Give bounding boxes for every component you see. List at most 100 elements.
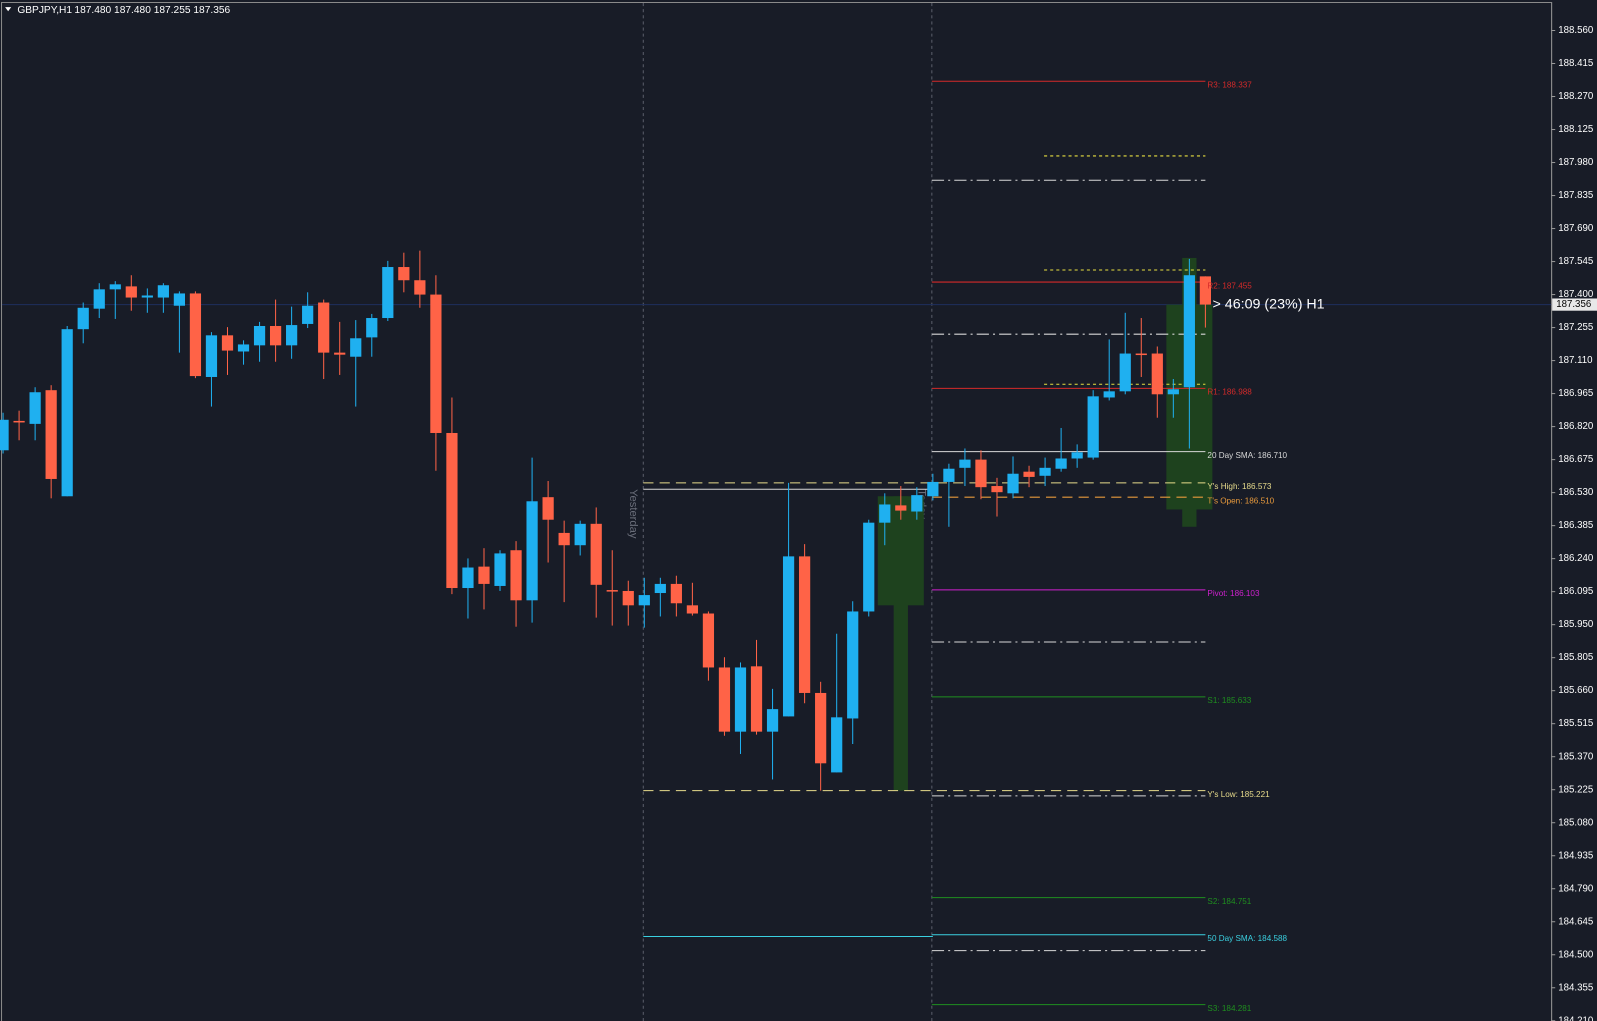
level-label: T's Open: 186.510	[1207, 496, 1274, 505]
y-tick-label: 185.515	[1558, 718, 1593, 729]
candle-body	[77, 307, 89, 330]
candle-body	[943, 468, 955, 482]
candle-body	[478, 566, 490, 584]
y-tick-label: 186.385	[1558, 520, 1593, 531]
y-tick-label: 184.935	[1558, 850, 1593, 861]
y-tick-label: 186.675	[1558, 454, 1593, 465]
level-label: 20 Day SMA: 186.710	[1207, 451, 1287, 460]
candle-body	[815, 692, 827, 764]
y-tick-label: 185.080	[1558, 817, 1593, 828]
candle-body	[766, 709, 779, 732]
candle-body	[494, 553, 506, 586]
y-tick-label: 185.225	[1558, 784, 1593, 795]
candle-body	[702, 613, 715, 668]
y-tick-label: 188.270	[1558, 91, 1593, 102]
y-tick-label: 184.500	[1558, 949, 1593, 960]
y-tick-label: 184.355	[1558, 982, 1593, 993]
last-price-box	[1552, 298, 1597, 311]
candle-body	[718, 667, 731, 732]
candle-body	[1103, 391, 1115, 398]
candle-body	[1039, 467, 1051, 476]
candle-body	[205, 335, 218, 377]
level-label: R1: 186.988	[1207, 388, 1252, 397]
y-tick-label: 187.690	[1558, 223, 1593, 234]
y-tick-label: 184.210	[1558, 1015, 1593, 1021]
candle-body	[1055, 458, 1067, 469]
candle-body	[1071, 452, 1083, 459]
candle-body	[350, 338, 362, 357]
candle-body	[414, 280, 426, 295]
candle-body	[1199, 276, 1211, 305]
candle-body	[1119, 353, 1131, 392]
candle-body	[1135, 353, 1147, 356]
level-label: Y's High: 186.573	[1207, 482, 1271, 491]
session-label: Yesterday	[627, 489, 639, 539]
candle-body	[269, 325, 282, 346]
candle-body	[29, 392, 41, 424]
candle-body	[670, 583, 682, 604]
candle-body	[847, 611, 859, 719]
candle-body	[831, 717, 843, 773]
candle-body	[366, 318, 378, 338]
candle-body	[574, 523, 586, 546]
level-label: R3: 188.337	[1207, 81, 1252, 90]
y-tick-label: 185.370	[1558, 751, 1593, 762]
candle-body	[590, 523, 602, 585]
last-price-label: 187.356	[1556, 299, 1591, 310]
candle-body	[975, 459, 987, 488]
candle-body	[606, 590, 618, 592]
menu-triangle[interactable]	[5, 7, 12, 12]
level-label: Y's Low: 185.221	[1207, 790, 1270, 799]
candle-body	[654, 583, 666, 594]
y-tick-label: 188.125	[1558, 124, 1593, 135]
y-tick-label: 186.965	[1558, 388, 1593, 399]
candle-body	[141, 295, 153, 298]
candle-body	[991, 486, 1003, 493]
candle-body	[863, 522, 875, 612]
candle-body	[542, 497, 554, 520]
mid-layer	[0, 80, 1211, 1006]
candle-body	[0, 419, 9, 451]
candle-body	[510, 550, 522, 601]
candle-body	[462, 567, 474, 589]
candle-body	[157, 285, 169, 298]
candle-body	[237, 344, 250, 352]
y-tick-label: 187.835	[1558, 190, 1593, 201]
candle-body	[13, 420, 25, 423]
candle-body	[622, 590, 634, 606]
y-tick-label: 188.415	[1558, 58, 1593, 69]
candle-body	[1183, 275, 1195, 388]
candle-body	[125, 286, 137, 298]
bar-timer: > 46:09 (23%) H1	[1213, 296, 1325, 312]
candle-body	[189, 293, 202, 377]
candle-body	[1167, 389, 1179, 395]
header-ohlc: 187.480 187.480 187.255 187.356	[74, 5, 230, 16]
y-tick-label: 187.400	[1558, 289, 1593, 300]
level-label: S3: 184.281	[1207, 1004, 1251, 1013]
candle-body	[334, 352, 346, 355]
candle-body	[398, 267, 410, 281]
candle-body	[1151, 353, 1163, 395]
candle-body	[558, 532, 570, 546]
candle-body	[686, 605, 699, 614]
level-label: Pivot: 186.103	[1207, 589, 1260, 598]
candle-body	[1007, 473, 1019, 494]
y-tick-label: 186.530	[1558, 487, 1593, 498]
y-tick-label: 185.950	[1558, 619, 1593, 630]
y-tick-label: 186.240	[1558, 553, 1593, 564]
candle-body	[911, 495, 923, 512]
candle-body	[526, 501, 538, 601]
candle-body	[45, 390, 57, 479]
candle-body	[879, 504, 891, 523]
symbol-title: GBPJPY,H1	[17, 5, 72, 16]
candle-body	[734, 667, 747, 732]
candle-body	[895, 505, 907, 511]
y-tick-label: 186.820	[1558, 421, 1593, 432]
candle-body	[318, 302, 330, 353]
candle-body	[1023, 471, 1035, 477]
candle-body	[1087, 396, 1099, 458]
candle-body	[430, 294, 442, 433]
y-tick-label: 187.110	[1558, 355, 1592, 366]
